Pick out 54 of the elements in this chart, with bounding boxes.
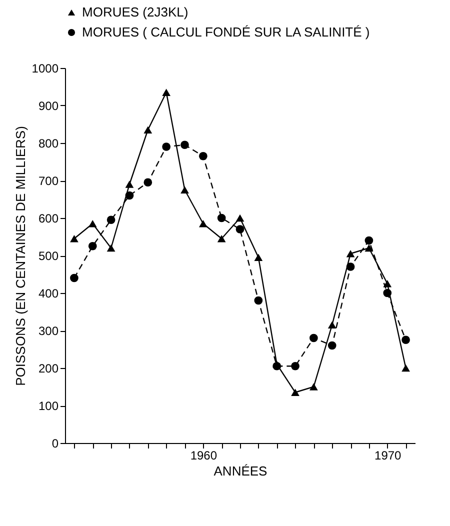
point xyxy=(70,274,78,282)
point xyxy=(291,388,300,396)
point xyxy=(364,236,374,245)
point xyxy=(310,334,318,342)
y-tick-label: 500 xyxy=(38,249,59,263)
point xyxy=(162,88,170,96)
y-tick-label: 400 xyxy=(38,286,59,300)
y-tick-label: 200 xyxy=(38,362,59,376)
point xyxy=(254,296,263,305)
point xyxy=(144,178,152,187)
point xyxy=(70,235,78,242)
y-tick-label: 800 xyxy=(38,136,59,150)
point xyxy=(272,360,282,368)
point xyxy=(144,126,152,134)
point xyxy=(217,235,226,242)
y-axis-title: POISSONS (EN CENTAINES DE MILLIERS) xyxy=(12,126,28,386)
point xyxy=(180,186,189,194)
y-tick-label: 700 xyxy=(38,174,59,188)
point xyxy=(383,288,392,298)
y-tick-label: 1000 xyxy=(32,62,59,76)
point xyxy=(88,242,97,250)
point xyxy=(402,336,410,344)
point xyxy=(162,142,170,151)
point xyxy=(125,180,134,188)
point xyxy=(328,321,336,328)
point xyxy=(254,254,263,261)
x-tick-label: 1960 xyxy=(190,448,218,462)
point xyxy=(106,244,116,252)
point xyxy=(88,220,97,228)
point xyxy=(402,364,410,372)
point xyxy=(346,250,355,258)
point xyxy=(106,216,116,224)
point xyxy=(310,383,318,390)
point xyxy=(291,362,300,370)
point xyxy=(217,214,226,222)
point xyxy=(198,152,208,160)
x-axis-title: ANNÉES xyxy=(214,464,268,478)
point xyxy=(236,214,244,222)
legend-label: MORUES (2J3KL) xyxy=(82,4,188,20)
point xyxy=(180,140,189,150)
legend-label: MORUES ( CALCUL FONDÉ SUR LA SALINITÉ ) xyxy=(82,24,370,40)
point xyxy=(198,220,208,228)
point xyxy=(125,191,134,200)
y-tick-label: 300 xyxy=(38,324,59,338)
y-tick-label: 600 xyxy=(38,212,59,226)
y-tick-label: 100 xyxy=(38,399,59,413)
x-tick-label: 1970 xyxy=(374,448,402,462)
y-tick-label: 900 xyxy=(38,99,59,113)
point xyxy=(236,225,244,234)
point xyxy=(383,280,392,288)
point xyxy=(364,244,374,252)
point xyxy=(346,262,355,271)
point xyxy=(328,341,336,350)
y-tick-label: 0 xyxy=(52,436,59,450)
